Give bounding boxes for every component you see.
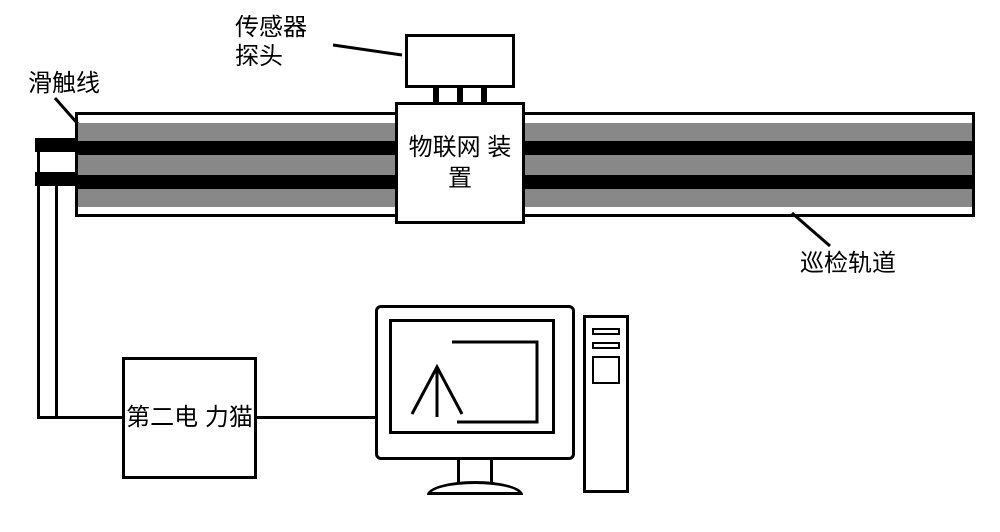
inspection-track [75,112,975,217]
inspection-track-label: 巡检轨道 [800,250,896,279]
powercat-computer-conn [257,416,375,419]
iot-device-label: 物联网 装置 [398,132,522,194]
track-gray-layer [78,189,972,207]
tower-bay [592,356,620,384]
wire-extension [35,138,75,152]
track-gray-layer [78,123,972,141]
tower-slot [592,328,620,335]
second-power-cat-box: 第二电 力猫 [122,357,257,479]
system-diagram: 物联网 装置 滑触线 传感器 探头 巡检轨道 第二电 力猫 [0,0,1000,532]
power-cat-label: 第二电 力猫 [126,402,253,433]
wire-conn-vertical-2 [55,184,58,418]
sensor-pin [457,88,463,105]
tower-slot [592,342,620,349]
monitor-arrow-icon [392,322,552,431]
sensor-probe [405,34,515,102]
sensor-probe-label: 传感器 探头 [235,14,307,72]
computer-tower [583,315,629,493]
wire-conn-vertical-1 [37,150,40,418]
slide-wire-lower [78,175,972,189]
wire-conn-horizontal [37,416,125,419]
slide-wire-label: 滑触线 [28,70,100,99]
track-gray-layer [78,155,972,175]
computer [375,305,630,520]
iot-device-box: 物联网 装置 [395,102,525,224]
monitor-base [427,481,523,495]
slide-wire-upper [78,141,972,155]
monitor-screen [389,319,555,434]
sensor-pin [481,88,487,105]
sensor-pin [433,88,439,105]
sensor-box [405,34,515,88]
